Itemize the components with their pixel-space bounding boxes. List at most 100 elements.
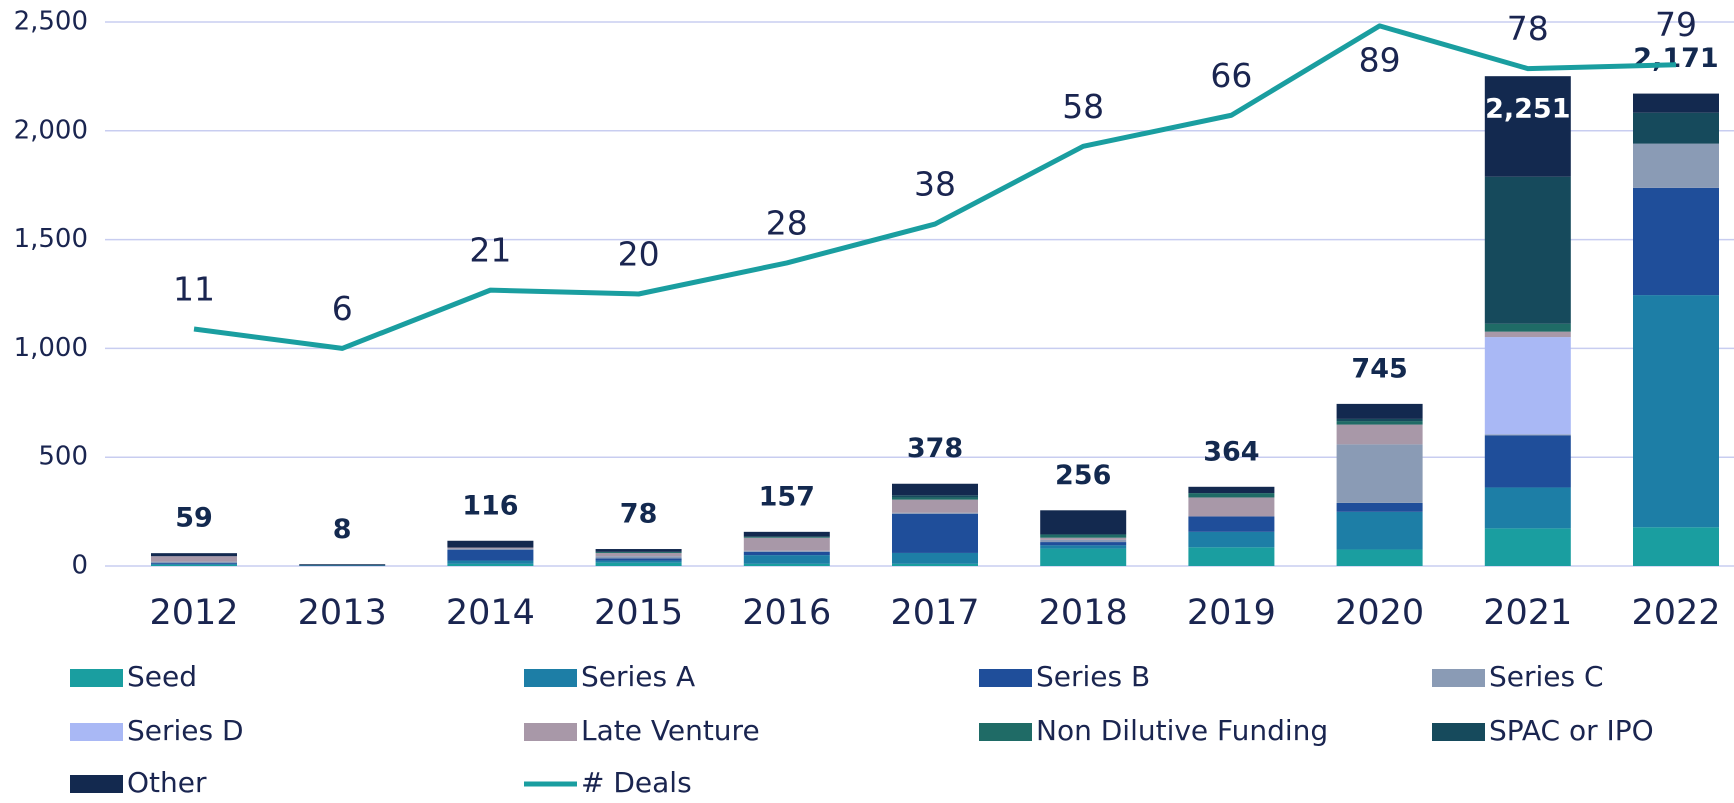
bar-segment xyxy=(743,555,830,564)
y-tick-label: 0 xyxy=(71,551,88,581)
legend-label: Series B xyxy=(1036,660,1150,693)
bar-segment xyxy=(151,564,237,566)
bar-segment xyxy=(892,499,978,513)
bar-segment xyxy=(151,562,237,564)
total-label: 745 xyxy=(1351,353,1407,384)
legend-swatch xyxy=(979,723,1032,741)
bar-segment xyxy=(1633,93,1719,113)
bar-segment xyxy=(1336,502,1423,512)
bar-segment xyxy=(447,563,534,566)
legend-swatch xyxy=(524,669,577,687)
bar-segment xyxy=(1188,531,1275,548)
x-tick-label: 2015 xyxy=(594,593,683,633)
legend-swatch xyxy=(524,723,577,741)
bar-segment xyxy=(892,483,978,496)
legend-swatch xyxy=(70,723,123,741)
legend-label: Series D xyxy=(127,714,244,747)
bar-segment xyxy=(1040,537,1127,540)
legend-swatch xyxy=(70,775,123,793)
total-label: 378 xyxy=(907,433,963,464)
bar-segment xyxy=(1336,424,1423,445)
bar-segment xyxy=(1484,323,1571,332)
deals-label: 89 xyxy=(1359,40,1401,79)
x-tick-label: 2012 xyxy=(149,593,238,633)
bar-segment xyxy=(447,540,534,548)
bar-segment xyxy=(743,536,830,538)
legend-label: # Deals xyxy=(581,766,692,799)
y-tick-label: 500 xyxy=(38,442,88,472)
bar-segment xyxy=(743,550,830,552)
deals-label: 78 xyxy=(1507,9,1549,48)
bar-segment xyxy=(299,564,386,566)
bar-segment xyxy=(1040,548,1127,566)
x-tick-label: 2019 xyxy=(1187,593,1276,633)
bar-segment xyxy=(595,560,682,563)
bar-segment xyxy=(595,562,682,566)
bar-segment xyxy=(892,497,978,500)
bar-segment xyxy=(743,531,830,537)
bar-segment xyxy=(1484,435,1571,488)
legend-label: Series A xyxy=(581,660,695,693)
legend-label: Non Dilutive Funding xyxy=(1036,714,1328,747)
x-tick-label: 2014 xyxy=(446,593,535,633)
bar-segment xyxy=(1484,76,1571,177)
bar-segment xyxy=(1040,542,1127,546)
bar-segment xyxy=(447,560,534,564)
legend-swatch xyxy=(1432,723,1485,741)
total-label: 364 xyxy=(1203,436,1259,467)
legend-label: Other xyxy=(127,766,207,799)
bar-segment xyxy=(892,552,978,564)
deals-label: 38 xyxy=(914,165,956,204)
bar-segment xyxy=(1633,143,1719,188)
y-tick-label: 2,000 xyxy=(14,115,88,145)
x-tick-label: 2017 xyxy=(890,593,979,633)
y-tick-label: 1,500 xyxy=(14,224,88,254)
x-tick-label: 2022 xyxy=(1631,593,1720,633)
total-label: 116 xyxy=(462,490,518,521)
bar-segment xyxy=(743,551,830,556)
bar-segment xyxy=(1188,486,1275,494)
bar-segment xyxy=(447,548,534,550)
x-tick-label: 2016 xyxy=(742,593,831,633)
bar-segment xyxy=(595,558,682,561)
legend-label: Late Venture xyxy=(581,714,760,747)
bar-segment xyxy=(595,556,682,559)
bar-segment xyxy=(1633,527,1719,566)
total-label: 157 xyxy=(759,481,815,512)
total-label: 2,171 xyxy=(1633,43,1718,74)
bar-segment xyxy=(1484,487,1571,529)
bar-segment xyxy=(1484,331,1571,338)
bar-segment xyxy=(1633,295,1719,528)
y-tick-label: 2,500 xyxy=(14,7,88,37)
bar-segment xyxy=(447,549,534,561)
bar-segment xyxy=(1336,511,1423,550)
total-label: 59 xyxy=(175,503,213,534)
deals-label: 66 xyxy=(1210,56,1252,95)
bar-segment xyxy=(1040,534,1127,538)
bar-segment xyxy=(1484,528,1571,566)
total-label: 8 xyxy=(333,514,352,545)
total-label: 78 xyxy=(620,499,658,530)
bar-segment xyxy=(1336,421,1423,425)
bar-segment xyxy=(151,556,237,562)
bar-segment xyxy=(1336,403,1423,419)
bar-segment xyxy=(595,551,682,553)
bar-segment xyxy=(447,547,534,549)
legend-swatch xyxy=(70,669,123,687)
legend-label: SPAC or IPO xyxy=(1489,714,1654,747)
bar-segment xyxy=(892,495,978,498)
bar-segment xyxy=(1188,516,1275,532)
x-tick-label: 2020 xyxy=(1335,593,1424,633)
total-label: 256 xyxy=(1055,460,1111,491)
legend-label: Series C xyxy=(1489,660,1604,693)
legend-label: Seed xyxy=(127,660,197,693)
bar-segment xyxy=(743,563,830,566)
deals-label: 58 xyxy=(1062,87,1104,126)
deals-line xyxy=(193,23,1677,351)
deals-label: 79 xyxy=(1655,5,1697,44)
bar-segment xyxy=(151,561,237,563)
y-tick-label: 1,000 xyxy=(14,333,88,363)
deals-label: 6 xyxy=(332,289,353,328)
total-label: 2,251 xyxy=(1485,94,1570,125)
